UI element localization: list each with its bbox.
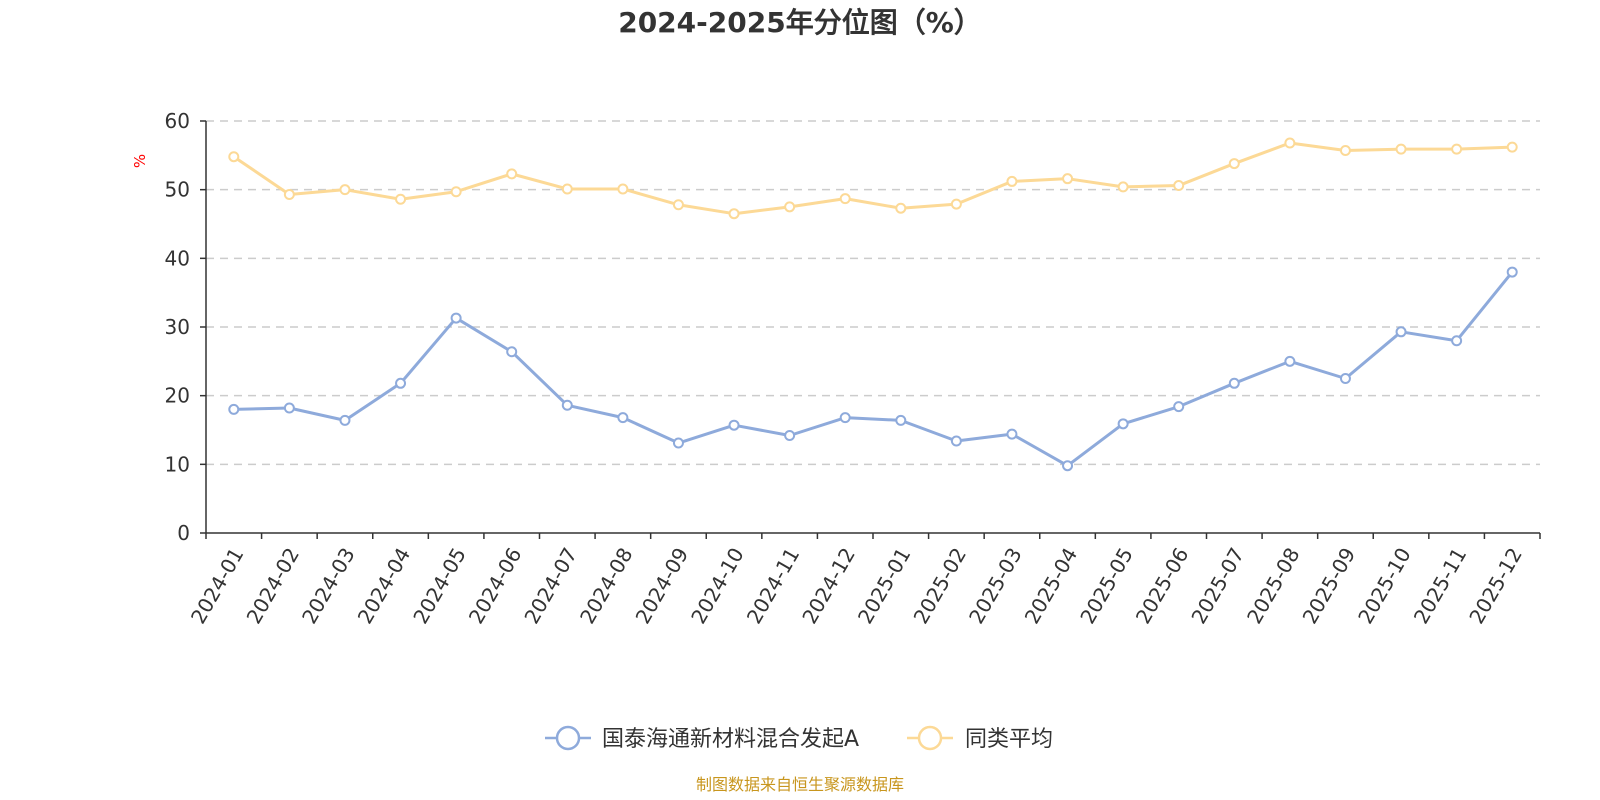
data-point[interactable] <box>784 201 796 213</box>
data-point[interactable] <box>283 188 295 200</box>
y-tick-label: 40 <box>165 246 190 270</box>
y-axis-label: % <box>131 154 149 168</box>
y-tick-label: 0 <box>177 521 190 545</box>
series-line <box>232 141 1513 216</box>
grid <box>206 120 1540 466</box>
x-tick-label: 2025-09 <box>1298 544 1361 628</box>
data-point[interactable] <box>839 412 851 424</box>
data-point[interactable] <box>1228 377 1240 389</box>
x-tick-label: 2025-04 <box>1020 544 1083 628</box>
data-point[interactable] <box>839 193 851 205</box>
x-tick-label: 2024-11 <box>742 544 805 628</box>
x-tick-label: 2025-12 <box>1464 544 1527 628</box>
data-point[interactable] <box>1006 175 1018 187</box>
data-point[interactable] <box>1339 373 1351 384</box>
x-tick-label: 2024-09 <box>631 544 694 628</box>
data-point[interactable] <box>1395 326 1407 338</box>
x-tick-label: 2025-07 <box>1186 544 1249 628</box>
data-point[interactable] <box>1006 428 1018 440</box>
x-tick-label: 2025-06 <box>1131 544 1194 628</box>
data-point[interactable] <box>728 419 740 431</box>
data-point[interactable] <box>784 429 796 441</box>
x-tick-label: 2025-08 <box>1242 544 1305 628</box>
data-point[interactable] <box>1117 181 1129 193</box>
data-point[interactable] <box>728 208 740 220</box>
data-point[interactable] <box>617 183 629 195</box>
x-tick-label: 2024-01 <box>186 544 249 628</box>
x-tick-label: 2024-06 <box>464 544 527 628</box>
data-point[interactable] <box>617 412 629 424</box>
data-point[interactable] <box>283 402 295 414</box>
data-point[interactable] <box>450 312 462 324</box>
data-point[interactable] <box>1339 145 1351 157</box>
series-group <box>228 137 1518 472</box>
series-line <box>233 271 1514 468</box>
data-point[interactable] <box>339 414 351 426</box>
x-tick-label: 2024-07 <box>519 544 582 628</box>
legend-label[interactable]: 国泰海通新材料混合发起A <box>602 727 859 752</box>
data-point[interactable] <box>950 435 962 447</box>
x-tick-label: 2025-03 <box>964 543 1027 627</box>
data-point[interactable] <box>1173 180 1185 192</box>
y-tick-label: 30 <box>165 315 190 339</box>
legend-swatch-marker[interactable] <box>917 725 943 751</box>
data-point[interactable] <box>395 377 407 389</box>
chart-title: 2024-2025年分位图（%） <box>618 6 982 39</box>
data-point[interactable] <box>1062 173 1074 185</box>
legend[interactable]: 国泰海通新材料混合发起A 同类平均 <box>545 725 1053 752</box>
x-tick-label: 2025-01 <box>853 544 916 628</box>
data-point[interactable] <box>1062 460 1074 472</box>
source-note: 制图数据来自恒生聚源数据库 <box>696 775 904 794</box>
x-tick-label: 2024-08 <box>575 544 638 628</box>
data-point[interactable] <box>1284 137 1296 149</box>
x-tick-label: 2024-10 <box>686 544 749 628</box>
data-point[interactable] <box>1395 143 1407 155</box>
x-tick-label: 2025-11 <box>1409 544 1472 628</box>
data-point[interactable] <box>895 414 907 426</box>
data-point[interactable] <box>1173 401 1185 413</box>
y-tick-label: 10 <box>165 452 190 476</box>
data-point[interactable] <box>1506 266 1518 278</box>
data-point[interactable] <box>672 437 684 449</box>
data-point[interactable] <box>228 151 240 163</box>
data-point[interactable] <box>395 193 407 205</box>
data-point[interactable] <box>506 346 518 358</box>
data-point[interactable] <box>228 403 240 415</box>
data-point[interactable] <box>339 184 351 196</box>
data-point[interactable] <box>450 186 462 198</box>
data-point[interactable] <box>895 202 907 214</box>
data-point[interactable] <box>950 198 962 210</box>
x-tick-label: 2025-10 <box>1353 544 1416 628</box>
x-tick-label: 2024-04 <box>353 544 416 628</box>
x-tick-label: 2024-05 <box>408 544 471 628</box>
data-point[interactable] <box>1228 158 1240 170</box>
data-point[interactable] <box>506 168 518 180</box>
x-tick-label: 2024-03 <box>297 544 360 628</box>
data-point[interactable] <box>1117 418 1129 430</box>
x-tick-label: 2024-02 <box>242 544 305 628</box>
legend-label[interactable]: 同类平均 <box>965 727 1053 752</box>
data-point[interactable] <box>561 183 573 195</box>
y-tick-label: 20 <box>165 384 190 408</box>
legend-swatch-marker[interactable] <box>555 725 581 751</box>
data-point[interactable] <box>1451 335 1463 347</box>
x-tick-label: 2025-05 <box>1075 544 1138 628</box>
data-point[interactable] <box>672 199 684 211</box>
axes: 01020304050602024-012024-022024-032024-0… <box>165 109 1541 628</box>
y-tick-label: 60 <box>165 109 190 133</box>
y-tick-label: 50 <box>165 178 190 202</box>
data-point[interactable] <box>1451 143 1463 155</box>
data-point[interactable] <box>561 399 573 411</box>
x-tick-label: 2025-02 <box>909 544 972 628</box>
data-point[interactable] <box>1506 141 1518 153</box>
data-point[interactable] <box>1284 355 1296 367</box>
x-tick-label: 2024-12 <box>797 544 860 628</box>
